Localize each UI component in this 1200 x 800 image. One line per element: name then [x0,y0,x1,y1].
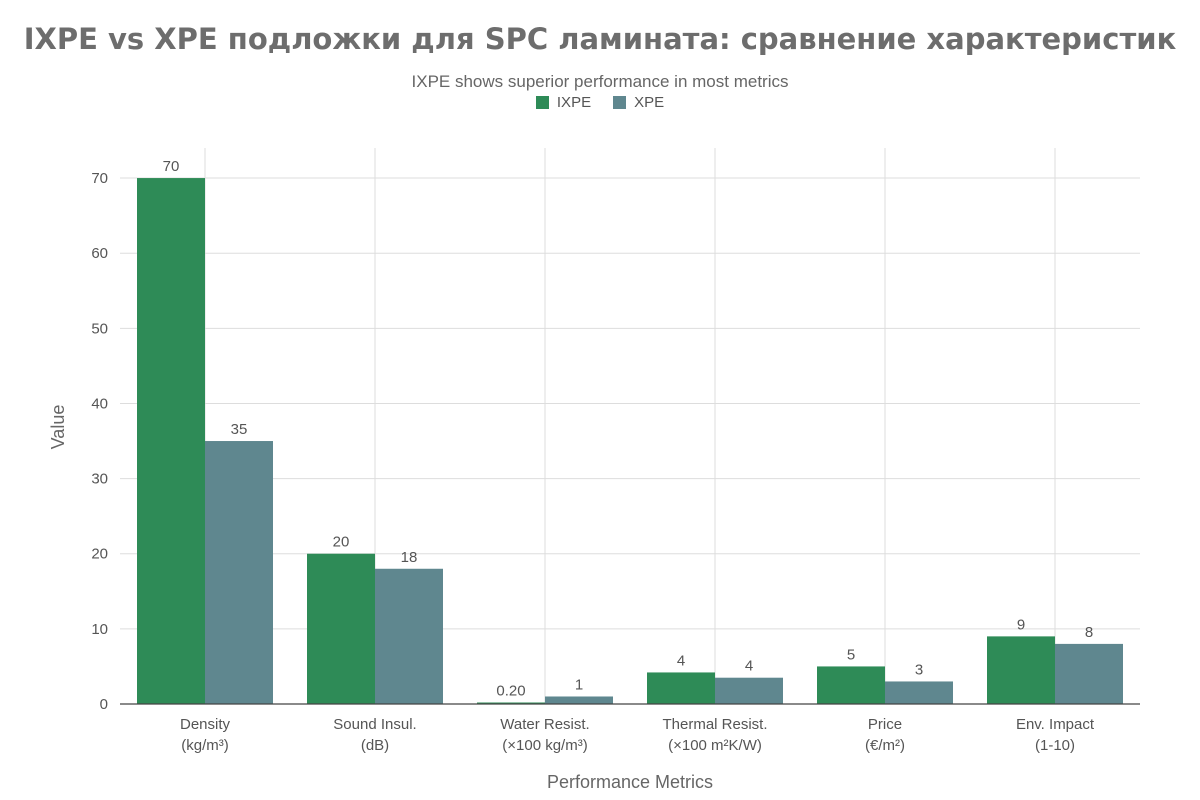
bar-xpe-2[interactable] [545,696,613,704]
bar-xpe-3[interactable] [715,677,783,704]
bar-ixpe-0[interactable] [137,178,205,704]
x-tick-label: Water Resist. (×100 kg/m³) [500,716,589,754]
x-tick-label: Sound Insul. (dB) [333,716,416,754]
bar-xpe-4[interactable] [885,681,953,704]
chart-subtitle: IXPE shows superior performance in most … [411,72,789,91]
bar-ixpe-2[interactable] [477,702,545,704]
x-tick-label: Density (kg/m³) [180,716,231,754]
bars [137,178,1123,704]
y-axis-title: Value [48,405,68,450]
y-tick-label: 40 [91,395,108,412]
y-tick-label: 0 [100,696,108,713]
y-tick-label: 30 [91,471,108,488]
bar-ixpe-5[interactable] [987,636,1055,704]
value-label-ixpe-1: 20 [333,534,350,551]
value-label-ixpe-0: 70 [163,158,180,175]
legend-swatch-ixpe [535,96,549,109]
legend-label-xpe: XPE [634,94,665,111]
value-label-xpe-5: 8 [1085,624,1093,641]
bar-ixpe-1[interactable] [307,553,375,704]
y-tick-label: 20 [91,546,108,563]
bar-xpe-1[interactable] [375,568,443,704]
y-tick-label: 70 [91,170,108,187]
x-axis-title: Performance Metrics [547,772,713,792]
legend-item-ixpe[interactable]: IXPE [535,94,592,111]
value-label-xpe-3: 4 [745,658,753,675]
value-label-xpe-1: 18 [401,549,418,566]
value-label-ixpe-5: 9 [1017,616,1025,633]
legend-swatch-xpe [613,96,627,109]
legend: IXPE XPE [0,94,1200,111]
value-label-xpe-0: 35 [231,421,248,438]
chart-title: IXPE vs XPE подложки для SPC ламината: с… [23,22,1177,56]
value-label-ixpe-4: 5 [847,646,855,663]
x-tick-label: Env. Impact (1-10) [1016,716,1095,754]
grid-lines [120,148,1140,704]
x-tick-label: Price (€/m²) [865,716,905,754]
legend-item-xpe[interactable]: XPE [613,94,664,111]
y-tick-label: 50 [91,320,108,337]
legend-label-ixpe: IXPE [556,94,592,111]
bar-xpe-0[interactable] [205,441,273,704]
x-tick-label: Thermal Resist. (×100 m²K/W) [662,716,767,754]
axes: 0 10 20 30 40 50 60 70 Density (kg/m³) Sound Insul… [91,170,1140,754]
bar-ixpe-4[interactable] [817,666,885,704]
value-label-ixpe-2: 0.20 [496,682,525,699]
bar-xpe-5[interactable] [1055,643,1123,704]
value-label-xpe-4: 3 [915,661,923,678]
value-label-ixpe-3: 4 [677,652,685,669]
value-label-xpe-2: 1 [575,676,583,693]
bar-ixpe-3[interactable] [647,672,715,704]
value-labels: 70 20 0.20 4 5 9 35 18 1 4 3 8 [163,158,1094,699]
y-tick-label: 60 [91,245,108,262]
y-tick-label: 10 [91,621,108,638]
